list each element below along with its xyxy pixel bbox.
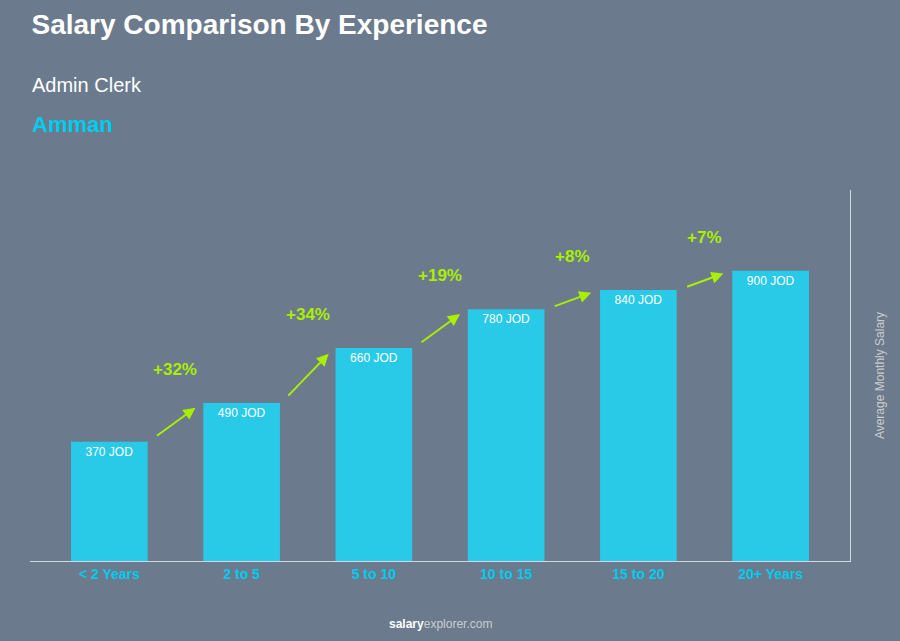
svg-text:780 JOD: 780 JOD (482, 312, 530, 326)
svg-text:+32%: +32% (153, 360, 197, 379)
svg-text:+19%: +19% (418, 266, 462, 285)
svg-text:2 to 5: 2 to 5 (223, 566, 260, 582)
svg-text:Admin Clerk: Admin Clerk (32, 74, 142, 96)
svg-text:370 JOD: 370 JOD (86, 445, 134, 459)
svg-text:+34%: +34% (286, 305, 330, 324)
svg-text:490 JOD: 490 JOD (218, 406, 266, 420)
svg-text:+7%: +7% (687, 228, 722, 247)
svg-text:840 JOD: 840 JOD (615, 293, 663, 307)
svg-text:5 to 10: 5 to 10 (352, 566, 397, 582)
svg-text:< 2 Years: < 2 Years (79, 566, 140, 582)
svg-text:900 JOD: 900 JOD (747, 274, 795, 288)
svg-text:Salary Comparison By Experienc: Salary Comparison By Experience (32, 9, 488, 40)
svg-text:Average Monthly Salary: Average Monthly Salary (873, 312, 887, 439)
svg-text:20+ Years: 20+ Years (738, 566, 803, 582)
svg-text:10 to 15: 10 to 15 (480, 566, 532, 582)
svg-text:salaryexplorer.com: salaryexplorer.com (389, 617, 492, 631)
svg-text:660 JOD: 660 JOD (350, 351, 398, 365)
svg-text:15 to 20: 15 to 20 (612, 566, 664, 582)
svg-text:Amman: Amman (32, 112, 113, 137)
svg-text:+8%: +8% (555, 247, 590, 266)
